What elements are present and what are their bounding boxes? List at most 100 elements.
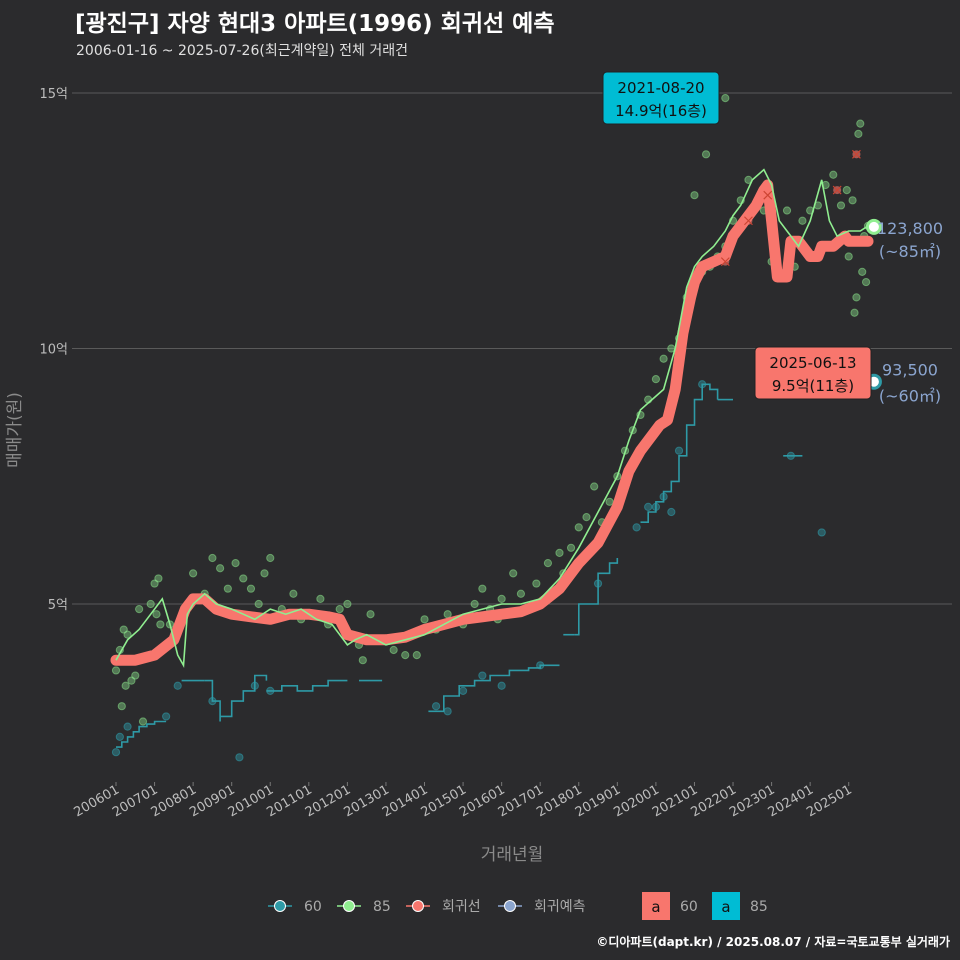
scatter-point-60: [173, 681, 182, 690]
scatter-point-85: [782, 206, 792, 215]
scatter-point-85: [138, 717, 148, 726]
y-axis-title: 매매가(원): [5, 392, 25, 468]
legend-box-key: [642, 892, 670, 920]
scatter-point-60: [478, 671, 487, 680]
legend-label: 85: [373, 899, 391, 915]
scatter-point-85: [701, 150, 711, 159]
scatter-point-85: [123, 630, 132, 639]
scatter-point-85: [335, 605, 344, 614]
scatter-point-85: [470, 599, 479, 609]
scatter-point-85: [861, 277, 871, 287]
scatter-point-85: [605, 497, 614, 506]
scatter-point-85: [842, 185, 851, 195]
chart-title: [광진구] 자양 현대3 아파트(1996) 회귀선 예측: [75, 11, 555, 37]
forecast-area-85: (~85㎡): [879, 242, 941, 261]
scatter-point-60: [443, 707, 452, 716]
legend-box-label: 60: [680, 899, 698, 915]
scatter-point-85: [543, 559, 553, 568]
y-tick-label: 15억: [39, 87, 68, 102]
scatter-point-85: [509, 569, 518, 578]
legend-box-glyph: a: [651, 898, 660, 916]
scatter-point-85: [721, 94, 730, 103]
scatter-point-85: [223, 584, 232, 593]
legend-key-point: [504, 900, 516, 912]
scatter-point-85: [289, 589, 298, 598]
scatter-point-60: [644, 502, 653, 512]
legend-label: 회귀예측: [534, 899, 586, 915]
scatter-point-60: [497, 681, 506, 690]
forecast-area-60: (~60㎡): [879, 387, 941, 406]
scatter-point-85: [566, 543, 576, 552]
legend-label: 회귀선: [442, 899, 481, 915]
scatter-point-85: [156, 620, 165, 629]
marked-trade-cross: [832, 185, 842, 195]
scatter-point-85: [366, 610, 375, 619]
scatter-point-85: [852, 293, 861, 302]
scatter-point-85: [582, 513, 591, 522]
scatter-point-85: [574, 523, 583, 532]
scatter-point-85: [848, 196, 857, 205]
scatter-point-85: [401, 651, 410, 660]
scatter-point-60: [162, 712, 171, 721]
scatter-point-85: [208, 553, 217, 563]
scatter-point-60: [111, 748, 121, 757]
series-line-60: [640, 383, 719, 523]
legend-key-point: [274, 900, 286, 912]
series-line-60: [574, 558, 619, 636]
plot-area: [110, 94, 882, 762]
marked-trade-cross: [720, 257, 730, 267]
series-line-60: [266, 679, 348, 692]
chart-subtitle: 2006-01-16 ~ 2025-07-26(최근계약일) 전체 거래건: [76, 43, 408, 59]
scatter-point-85: [254, 599, 263, 609]
scatter-point-85: [246, 584, 256, 593]
scatter-point-85: [135, 605, 144, 614]
highlight-label-85-date: 2021-08-20: [617, 79, 704, 97]
y-tick-label: 5억: [48, 598, 68, 613]
marked-trade-cross: [744, 216, 753, 226]
scatter-point-85: [231, 559, 240, 568]
scatter-point-60: [667, 507, 676, 517]
highlight-label-60-box: [754, 346, 872, 400]
x-axis-title: 거래년월: [481, 845, 544, 865]
scatter-point-85: [343, 599, 352, 609]
scatter-point-85: [358, 656, 367, 665]
scatter-point-85: [858, 267, 867, 276]
scatter-point-60: [674, 446, 684, 455]
scatter-point-60: [431, 702, 441, 711]
scatter-point-85: [420, 615, 429, 624]
highlight-label-60: 2025-06-13 9.5억(11층): [754, 346, 872, 400]
highlight-label-85: 2021-08-20 14.9억(16층): [602, 71, 720, 125]
scatter-point-85: [216, 564, 225, 573]
scatter-point-85: [239, 574, 248, 583]
series-line-60: [220, 674, 268, 718]
scatter-point-85: [555, 548, 564, 558]
legend-label: 60: [304, 899, 322, 915]
scatter-point-85: [798, 216, 807, 225]
legend-key-point: [343, 900, 355, 912]
scatter-point-85: [121, 681, 130, 690]
source-caption: ©디아파트(dapt.kr) / 2025.08.07 / 자료=국토교통부 실…: [596, 935, 950, 949]
scatter-point-85: [516, 589, 526, 598]
y-tick-label: 10억: [39, 343, 68, 358]
forecast-marker-85: [865, 218, 882, 235]
scatter-point-60: [817, 528, 826, 537]
scatter-point-85: [478, 584, 487, 593]
series-line-85: [115, 168, 869, 668]
scatter-point-85: [443, 610, 452, 619]
series-line-60: [116, 720, 167, 748]
scatter-point-85: [266, 553, 275, 563]
legend-box-glyph: a: [721, 898, 730, 916]
highlight-label-60-price: 9.5억(11층): [772, 377, 854, 395]
scatter-point-85: [154, 574, 163, 583]
scatter-point-85: [117, 702, 126, 711]
highlight-label-60-date: 2025-06-13: [769, 354, 856, 372]
legend-box-label: 85: [750, 899, 768, 915]
scatter-point-60: [115, 732, 124, 741]
scatter-point-85: [532, 579, 541, 588]
regression-line: [110, 179, 874, 666]
legend-box-key: [712, 892, 740, 920]
scatter-point-85: [651, 375, 660, 384]
scatter-point-85: [829, 170, 838, 179]
